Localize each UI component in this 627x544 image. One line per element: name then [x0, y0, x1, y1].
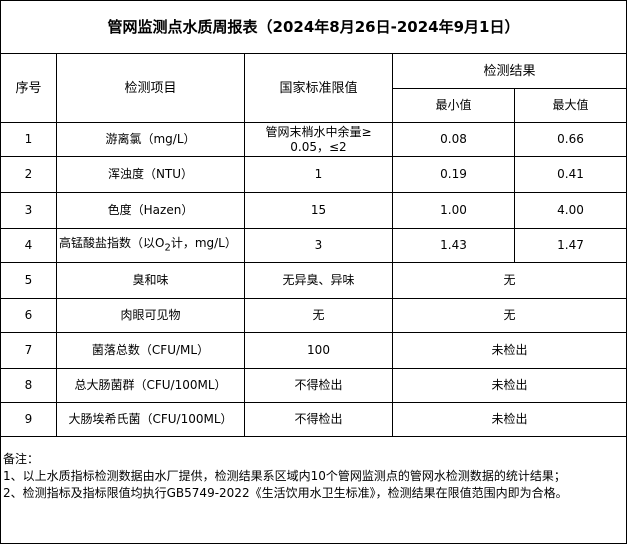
row-item: 总大肠菌群（CFU/100ML） — [56, 368, 245, 403]
table-row: 9 大肠埃希氏菌（CFU/100ML） 不得检出 未检出 — [0, 402, 627, 437]
table-row: 8 总大肠菌群（CFU/100ML） 不得检出 未检出 — [0, 368, 627, 403]
table-row: 1 游离氯（mg/L） 管网末梢水中余量≥ 0.05，≤2 0.08 0.66 — [0, 122, 627, 157]
row-result: 未检出 — [391, 368, 627, 403]
row-index: 2 — [0, 156, 57, 193]
row-index: 1 — [0, 122, 57, 157]
row-item: 肉眼可见物 — [56, 298, 245, 333]
row-index: 7 — [0, 332, 57, 369]
item-subscript: 2 — [164, 242, 171, 254]
row-standard: 100 — [244, 332, 393, 369]
standard-line1: 管网末梢水中余量≥ — [265, 124, 372, 139]
row-standard: 1 — [244, 156, 393, 193]
row-index: 3 — [0, 192, 57, 229]
header-min: 最小值 — [392, 88, 515, 123]
table-row: 2 浑浊度（NTU） 1 0.19 0.41 — [0, 156, 627, 193]
header-result: 检测结果 — [391, 53, 627, 89]
row-index: 9 — [0, 402, 57, 437]
row-index: 5 — [0, 262, 57, 299]
table-row: 7 菌落总数（CFU/ML） 100 未检出 — [0, 332, 627, 369]
table-row: 4 高锰酸盐指数（以O2计，mg/L） 3 1.43 1.47 — [0, 228, 627, 263]
row-result: 无 — [391, 262, 627, 299]
row-item: 浑浊度（NTU） — [56, 156, 245, 193]
row-result: 未检出 — [391, 402, 627, 437]
standard-line2: 0.05，≤2 — [290, 139, 347, 154]
row-min: 0.08 — [392, 122, 515, 157]
row-item: 游离氯（mg/L） — [56, 122, 245, 157]
row-standard: 无 — [244, 298, 393, 333]
item-text: 高锰酸盐指数（以O — [59, 235, 165, 250]
notes-line2: 2、检测指标及指标限值均执行GB5749-2022《生活饮用水卫生标准》，检测结… — [3, 486, 568, 500]
row-item: 色度（Hazen） — [56, 192, 245, 229]
notes-line1: 1、以上水质指标检测数据由水厂提供，检测结果系区域内10个管网监测点的管网水检测… — [3, 469, 566, 483]
row-result: 未检出 — [391, 332, 627, 369]
notes-label: 备注： — [3, 452, 40, 466]
row-result: 无 — [391, 298, 627, 333]
row-item: 高锰酸盐指数（以O2计，mg/L） — [56, 228, 245, 263]
table-row: 5 臭和味 无异臭、异味 无 — [0, 262, 627, 299]
row-standard: 3 — [244, 228, 393, 263]
row-item: 臭和味 — [56, 262, 245, 299]
row-standard: 无异臭、异味 — [244, 262, 393, 299]
row-max: 4.00 — [513, 192, 627, 229]
row-standard: 不得检出 — [244, 402, 393, 437]
row-min: 0.19 — [392, 156, 515, 193]
row-index: 6 — [0, 298, 57, 333]
table-row: 3 色度（Hazen） 15 1.00 4.00 — [0, 192, 627, 229]
row-index: 8 — [0, 368, 57, 403]
header-max: 最大值 — [513, 88, 627, 123]
notes: 备注： 1、以上水质指标检测数据由水厂提供，检测结果系区域内10个管网监测点的管… — [0, 436, 627, 544]
header-index: 序号 — [0, 53, 57, 123]
table-row: 6 肉眼可见物 无 无 — [0, 298, 627, 333]
row-standard: 管网末梢水中余量≥ 0.05，≤2 — [244, 122, 393, 157]
row-item: 菌落总数（CFU/ML） — [56, 332, 245, 369]
report-title: 管网监测点水质周报表（2024年8月26日-2024年9月1日） — [0, 0, 627, 54]
item-text: 计，mg/L） — [170, 235, 237, 250]
row-min: 1.43 — [392, 228, 515, 263]
row-standard: 不得检出 — [244, 368, 393, 403]
row-index: 4 — [0, 228, 57, 263]
row-max: 1.47 — [513, 228, 627, 263]
row-max: 0.66 — [513, 122, 627, 157]
row-min: 1.00 — [392, 192, 515, 229]
row-max: 0.41 — [513, 156, 627, 193]
header-item: 检测项目 — [56, 53, 245, 123]
header-standard: 国家标准限值 — [244, 53, 393, 123]
row-item: 大肠埃希氏菌（CFU/100ML） — [56, 402, 245, 437]
row-standard: 15 — [244, 192, 393, 229]
